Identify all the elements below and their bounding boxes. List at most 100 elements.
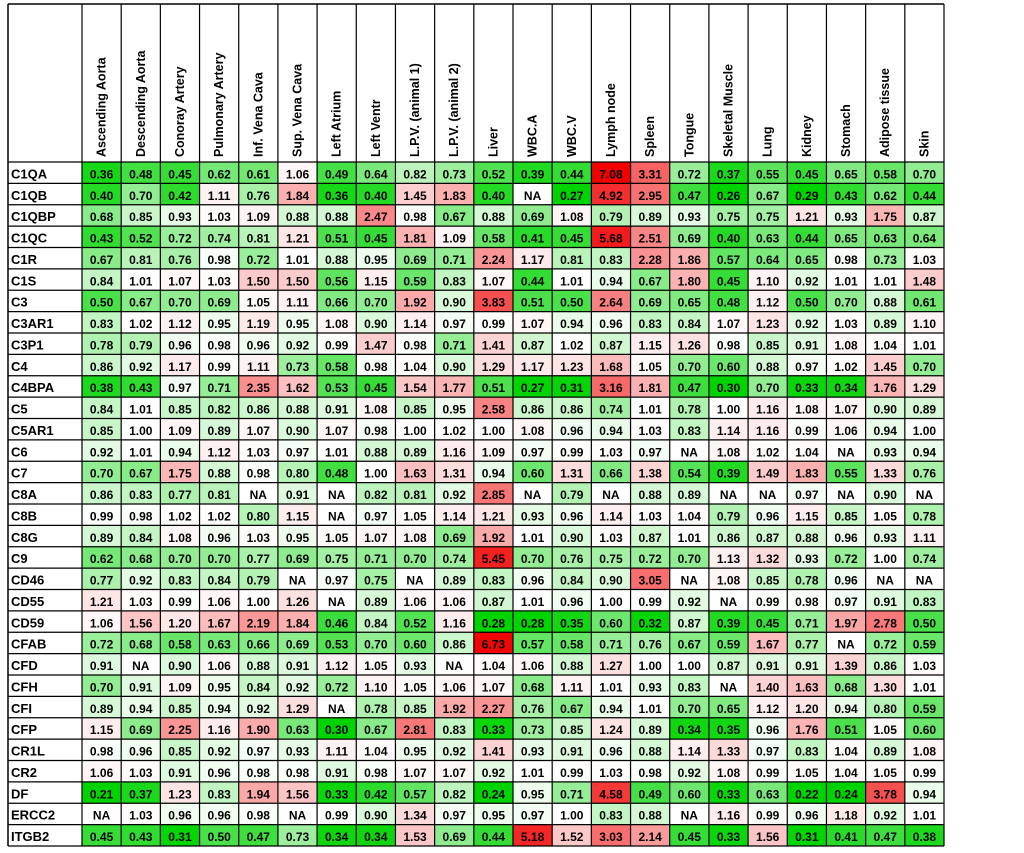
cell-value: 0.97	[443, 317, 467, 331]
heatmap-cell	[317, 354, 357, 376]
cell-value: 0.53	[325, 381, 349, 395]
heatmap-cell	[121, 397, 161, 419]
cell-value: 0.71	[443, 338, 467, 352]
heatmap-cell	[630, 632, 670, 654]
cell-value: 0.93	[678, 210, 702, 224]
cell-value: 1.81	[403, 232, 427, 246]
heatmap-cell	[552, 632, 592, 654]
cell-value: 0.41	[834, 830, 858, 844]
heatmap-cell	[865, 397, 905, 419]
heatmap-cell	[160, 781, 200, 804]
cell-value: 0.89	[874, 317, 898, 331]
heatmap-cell	[434, 226, 474, 248]
row-label: ERCC2	[11, 808, 55, 823]
cell-value: 0.86	[560, 403, 584, 417]
cell-value: 0.92	[443, 488, 467, 502]
heatmap-cell	[826, 760, 866, 782]
heatmap-cell	[708, 824, 749, 847]
cell-value: 0.63	[207, 638, 231, 652]
heatmap-cell	[748, 504, 788, 526]
cell-value: 1.09	[443, 232, 467, 246]
heatmap-cell	[121, 183, 161, 205]
cell-value: 2.27	[482, 702, 506, 716]
cell-value: 3.31	[638, 167, 662, 181]
cell-value: 0.96	[795, 809, 819, 823]
heatmap-cell	[748, 824, 788, 847]
heatmap-cell	[826, 162, 866, 184]
cell-value: 0.97	[756, 745, 780, 759]
heatmap-cell	[513, 739, 553, 761]
cell-value: 0.51	[521, 296, 545, 310]
cell-value: 1.05	[247, 296, 271, 310]
cell-value: 0.30	[325, 723, 349, 737]
cell-value: 0.70	[364, 638, 388, 652]
heatmap-cell	[591, 632, 631, 654]
cell-value: 1.40	[756, 680, 780, 694]
heatmap-cell	[317, 781, 357, 804]
cell-value: 0.77	[795, 638, 819, 652]
heatmap-cell	[591, 290, 631, 312]
heatmap-cell	[160, 589, 200, 611]
heatmap-cell	[552, 568, 592, 590]
heatmap-cell	[630, 546, 670, 569]
heatmap-cell	[787, 610, 827, 633]
heatmap-cell	[904, 439, 944, 462]
cell-value: 0.97	[521, 445, 545, 459]
cell-value: 0.85	[756, 574, 780, 588]
heatmap-cell	[513, 568, 553, 590]
cell-value: 0.40	[717, 232, 741, 246]
heatmap-cell	[317, 653, 357, 676]
heatmap-cell	[238, 546, 278, 569]
heatmap-cell	[865, 162, 905, 184]
cell-value: 0.88	[638, 488, 662, 502]
heatmap-cell	[748, 696, 788, 718]
heatmap-cell	[277, 418, 318, 440]
heatmap-cell	[199, 354, 239, 376]
row-label: CD55	[11, 594, 44, 609]
cell-value: NA	[916, 574, 934, 588]
row-label: C5	[11, 402, 28, 417]
column-header: Spleen	[643, 116, 657, 157]
heatmap-cell	[748, 354, 788, 376]
cell-value: 0.95	[364, 253, 388, 267]
cell-value: 0.89	[443, 574, 467, 588]
cell-value: 0.96	[207, 809, 231, 823]
cell-value: 1.05	[403, 680, 427, 694]
cell-value: 0.98	[364, 766, 388, 780]
heatmap-cell	[277, 397, 318, 419]
cell-value: 0.50	[207, 830, 231, 844]
heatmap-cell	[160, 183, 200, 205]
cell-value: 0.38	[913, 830, 937, 844]
heatmap-cell	[121, 824, 161, 847]
heatmap-cell	[356, 290, 396, 312]
cell-value: 0.95	[403, 745, 427, 759]
column-header: Left Atrium	[330, 91, 344, 157]
cell-value: 1.06	[834, 424, 858, 438]
cell-value: 0.59	[913, 638, 937, 652]
cell-value: 0.67	[756, 189, 780, 203]
heatmap-cell	[434, 247, 474, 269]
heatmap-cell	[238, 803, 278, 825]
heatmap-cell	[826, 333, 866, 355]
heatmap-cell	[121, 739, 161, 761]
cell-value: 0.40	[482, 189, 506, 203]
cell-value: 1.00	[364, 467, 388, 481]
cell-value: 0.99	[168, 595, 192, 609]
cell-value: 0.70	[207, 552, 231, 566]
heatmap-cell	[865, 803, 905, 825]
cell-value: 0.92	[286, 680, 310, 694]
heatmap-cell	[787, 653, 827, 676]
heatmap-cell	[630, 461, 670, 483]
column-header: Lymph node	[604, 83, 618, 157]
heatmap-cell	[669, 803, 709, 825]
cell-value: 0.45	[560, 232, 584, 246]
cell-value: 0.45	[717, 274, 741, 288]
cell-value: 0.70	[913, 360, 937, 374]
cell-value: 1.03	[834, 317, 858, 331]
cell-value: 1.29	[286, 702, 310, 716]
heatmap-cell	[591, 247, 631, 269]
cell-value: 0.67	[638, 274, 662, 288]
heatmap-cell	[787, 760, 827, 782]
heatmap-cell	[238, 482, 278, 505]
cell-value: 1.02	[560, 338, 584, 352]
